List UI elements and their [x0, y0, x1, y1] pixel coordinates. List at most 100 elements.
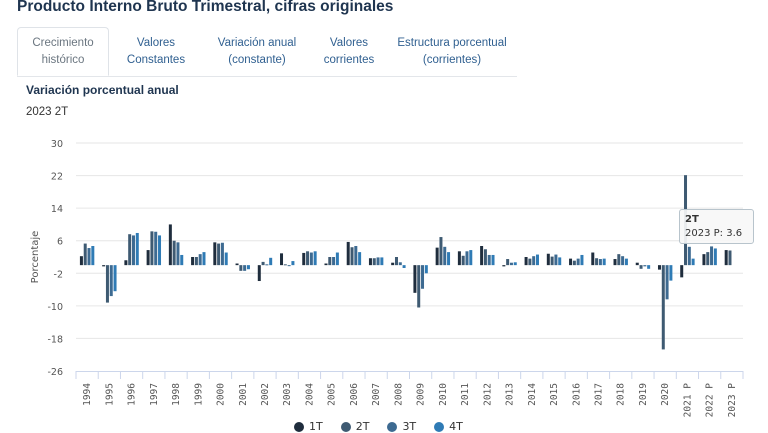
- bar-2t-2005: [328, 257, 332, 266]
- bar-3t-1997: [154, 231, 158, 266]
- legend-label: 4T: [449, 420, 463, 433]
- legend-dot-icon: [294, 421, 304, 432]
- bar-4t-2002: [269, 257, 273, 266]
- x-tick-label: 2004: [304, 383, 315, 406]
- bar-3t-1994: [87, 248, 91, 266]
- bar-3t-2020: [665, 265, 669, 300]
- tab-label: Constantes: [126, 53, 186, 66]
- bar-1t-2020: [657, 265, 661, 270]
- x-tick-label: 2023 P: [727, 383, 738, 418]
- bar-3t-2005: [332, 257, 336, 266]
- bar-1t-2004: [302, 252, 306, 266]
- bar-2t-2006: [350, 247, 354, 266]
- bar-4t-2006: [358, 252, 362, 266]
- bar-1t-2011: [457, 251, 461, 266]
- legend-dot-icon: [340, 421, 351, 432]
- bar-2t-2003: [283, 264, 287, 266]
- x-tick-label: 2022 P: [705, 383, 716, 418]
- bar-2t-1996: [128, 234, 132, 266]
- y-tick-label: -2: [54, 269, 63, 280]
- bar-4t-1995: [113, 265, 117, 292]
- bar-3t-1995: [109, 265, 113, 297]
- chart-tooltip: 2T 2023 P: 3.6: [679, 209, 754, 244]
- bar-3t-2006: [354, 246, 358, 266]
- bar-1t-1994: [79, 256, 83, 266]
- bar-4t-2019: [647, 265, 651, 269]
- bar-4t-2005: [335, 252, 339, 266]
- bar-1t-2005: [324, 263, 328, 266]
- bar-2t-2004: [306, 251, 310, 266]
- legend-label: 3T: [402, 420, 417, 433]
- bar-2t-2009: [417, 265, 421, 308]
- legend-item-2t[interactable]: 2T: [340, 420, 369, 433]
- bar-1t-2019: [635, 262, 639, 266]
- tab-valores-corrientes[interactable]: Valores corrientes: [313, 27, 385, 76]
- x-tick-label: 2019: [638, 383, 649, 406]
- bar-4t-2015: [558, 257, 562, 266]
- legend-dot-icon: [387, 421, 398, 432]
- y-axis-label: Porcentaje: [30, 231, 41, 284]
- bar-2t-2023p: [728, 250, 732, 266]
- bar-2t-1999: [194, 257, 198, 266]
- legend-item-4t[interactable]: 4T: [434, 420, 463, 433]
- bar-3t-2022p: [710, 246, 714, 266]
- bar-1t-2014: [524, 257, 528, 266]
- x-tick-label: 2021 P: [682, 383, 693, 418]
- bar-3t-2014: [532, 256, 536, 266]
- bar-3t-1998: [176, 242, 180, 266]
- tab-valores-constantes[interactable]: Valores Constantes: [113, 27, 199, 76]
- bar-3t-2017: [598, 259, 602, 266]
- bar-4t-2000: [224, 252, 228, 266]
- bar-4t-2014: [535, 254, 539, 266]
- legend-dot-icon: [434, 421, 445, 432]
- bar-2t-2007: [372, 258, 376, 266]
- bar-4t-2013: [513, 262, 517, 266]
- bar-2t-2013: [506, 259, 510, 266]
- x-tick-label: 2012: [482, 383, 493, 406]
- legend-label: 1T: [309, 420, 323, 433]
- bar-3t-2016: [576, 258, 580, 266]
- bar-1t-2008: [391, 262, 395, 266]
- x-tick-label: 2010: [438, 383, 449, 406]
- bar-3t-1999: [198, 254, 202, 266]
- bar-1t-2006: [346, 241, 350, 266]
- bar-3t-2008: [398, 262, 402, 266]
- bar-3t-2012: [487, 254, 491, 266]
- bar-2t-2010: [439, 237, 443, 266]
- x-tick-label: 2013: [505, 383, 516, 406]
- tooltip-value: 2023 P: 3.6: [685, 228, 743, 239]
- tab-variacion-anual[interactable]: Variación anual (constante): [202, 27, 312, 76]
- bar-1t-2022p: [702, 254, 706, 266]
- tab-estructura-porcentual[interactable]: Estructura porcentual (corrientes): [389, 27, 515, 76]
- bar-2t-2008: [394, 257, 398, 266]
- bar-4t-2020: [669, 265, 673, 281]
- bar-4t-2017: [602, 258, 606, 266]
- bar-1t-2012: [480, 246, 484, 266]
- bar-3t-2000: [220, 242, 224, 266]
- legend-item-3t[interactable]: 3T: [387, 420, 416, 433]
- x-tick-label: 2008: [393, 383, 404, 406]
- bar-2t-2017: [595, 258, 599, 266]
- x-tick-label: 2003: [282, 383, 293, 406]
- x-tick-label: 1999: [193, 383, 204, 406]
- bar-3t-2021p: [687, 246, 691, 266]
- x-tick-label: 2005: [327, 383, 338, 406]
- chart-legend: 1T 2T 3T 4T: [294, 420, 463, 433]
- tab-label: Estructura porcentual: [397, 36, 507, 49]
- bar-2t-2002: [261, 261, 265, 266]
- x-tick-label: 2017: [593, 383, 604, 406]
- bar-1t-2009: [413, 265, 417, 293]
- tab-crecimiento-historico[interactable]: Crecimiento histórico: [17, 27, 109, 76]
- bar-4t-1998: [180, 254, 184, 266]
- legend-item-1t[interactable]: 1T: [294, 420, 323, 433]
- bar-2t-1995: [105, 265, 109, 303]
- bar-4t-2001: [246, 265, 250, 270]
- bar-4t-1999: [202, 252, 206, 266]
- bar-1t-2010: [435, 247, 439, 266]
- x-tick-label: 2016: [571, 383, 582, 406]
- bar-1t-1996: [124, 260, 128, 266]
- x-tick-label: 2011: [460, 383, 471, 406]
- bar-2t-2012: [483, 249, 487, 266]
- bar-3t-2013: [509, 262, 513, 266]
- bar-1t-2015: [546, 253, 550, 266]
